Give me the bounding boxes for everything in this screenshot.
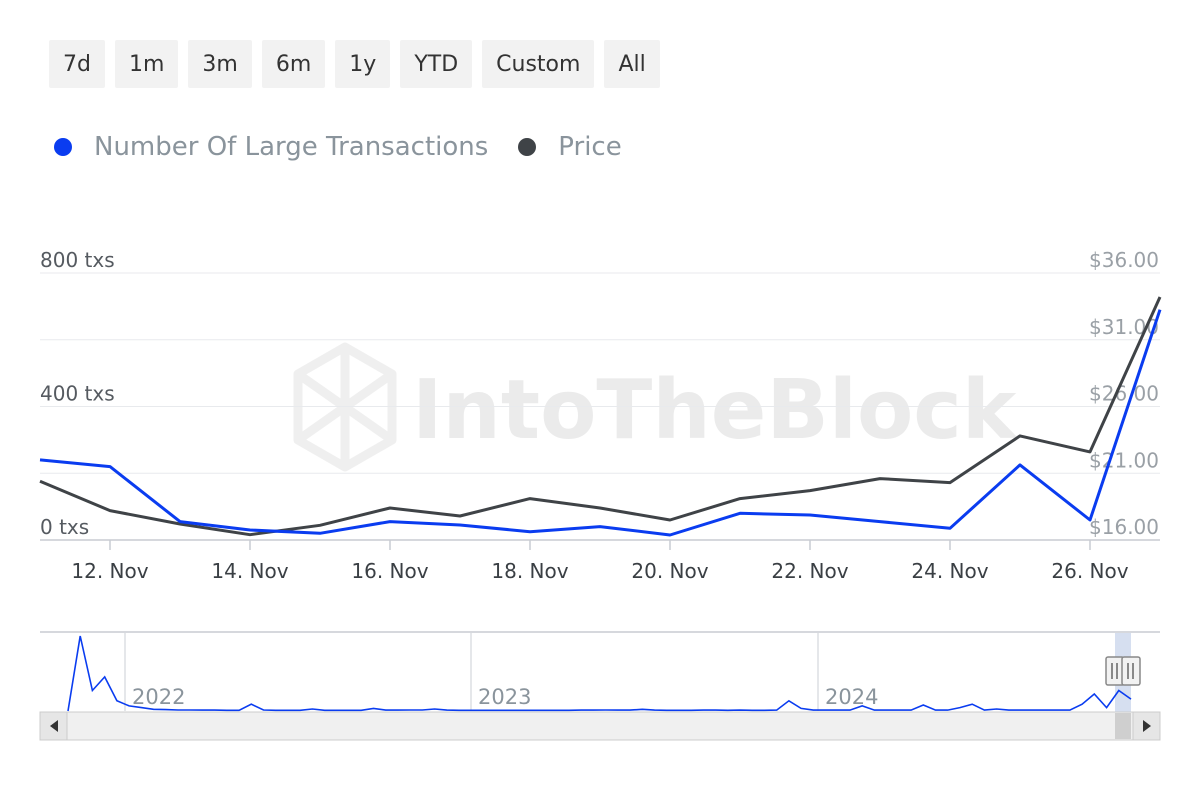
arrow-left-icon: [50, 720, 58, 732]
series-line-price: [39, 296, 1162, 537]
right-tick-label-0: $16.00: [1089, 515, 1159, 539]
range-6m-button[interactable]: 6m: [261, 40, 326, 88]
x-tick-label-2: 16. Nov: [351, 559, 428, 583]
scroll-right-button[interactable]: [1132, 711, 1161, 741]
x-tick-label-5: 22. Nov: [771, 559, 848, 583]
navigator-year-label-0: 2022: [132, 685, 185, 709]
left-tick-label-1: 400 txs: [40, 382, 115, 406]
grid-lines: [40, 272, 1160, 541]
navigator-line: [67, 635, 1132, 712]
series-line-number-of-large-transactions: [39, 309, 1162, 537]
right-tick-label-2: $26.00: [1089, 382, 1159, 406]
range-1y-button[interactable]: 1y: [335, 40, 391, 88]
chart-legend: Number Of Large Transactions Price: [54, 132, 622, 162]
watermark: IntoTheBlock: [293, 342, 1019, 472]
left-tick-label-0: 0 txs: [40, 515, 89, 539]
scroll-left-button[interactable]: [39, 711, 68, 741]
range-3m-button[interactable]: 3m: [188, 40, 252, 88]
x-tick-label-7: 26. Nov: [1051, 559, 1128, 583]
scrollbar-track[interactable]: [39, 711, 1161, 741]
navigator-year-label-2: 2024: [825, 685, 878, 709]
x-tick-label-4: 20. Nov: [631, 559, 708, 583]
range-1m-button[interactable]: 1m: [114, 40, 179, 88]
right-axis: $16.00 $21.00 $26.00 $31.00 $36.00: [1089, 248, 1159, 539]
range-7d-button[interactable]: 7d: [49, 40, 105, 88]
x-tick-label-3: 18. Nov: [491, 559, 568, 583]
series-lines: [39, 296, 1162, 537]
arrow-right-icon: [1143, 720, 1151, 732]
legend-label-price: Price: [558, 132, 622, 162]
legend-item-large-transactions[interactable]: Number Of Large Transactions: [54, 132, 488, 162]
right-tick-label-1: $21.00: [1089, 448, 1159, 472]
range-all-button[interactable]: All: [604, 40, 660, 88]
legend-dot-price: [518, 138, 537, 156]
navigator-handle-left[interactable]: [1105, 656, 1125, 686]
navigator-year-labels: 2022 2023 2024: [124, 633, 878, 711]
range-selector: 7d 1m 3m 6m 1y YTD Custom All: [49, 40, 660, 88]
navigator-handle-right[interactable]: [1121, 656, 1141, 686]
navigator-year-label-1: 2023: [478, 685, 531, 709]
x-tick-label-1: 14. Nov: [211, 559, 288, 583]
range-navigator: 2022 2023 2024: [39, 631, 1161, 741]
x-tick-label-6: 24. Nov: [911, 559, 988, 583]
right-tick-label-4: $36.00: [1089, 248, 1159, 272]
range-ytd-button[interactable]: YTD: [400, 40, 473, 88]
right-tick-label-3: $31.00: [1089, 315, 1159, 339]
range-custom-button[interactable]: Custom: [482, 40, 595, 88]
scrollbar-thumb[interactable]: [1115, 713, 1131, 739]
x-tick-label-0: 12. Nov: [71, 559, 148, 583]
x-axis: 12. Nov 14. Nov 16. Nov 18. Nov 20. Nov 22. N…: [71, 540, 1129, 583]
left-tick-label-2: 800 txs: [40, 248, 115, 272]
legend-dot-large-transactions: [54, 138, 72, 156]
left-axis: 0 txs 400 txs 800 txs: [40, 248, 115, 539]
watermark-text: IntoTheBlock: [412, 363, 1019, 458]
legend-item-price[interactable]: Price: [518, 132, 622, 162]
legend-label-large-transactions: Number Of Large Transactions: [94, 132, 489, 162]
